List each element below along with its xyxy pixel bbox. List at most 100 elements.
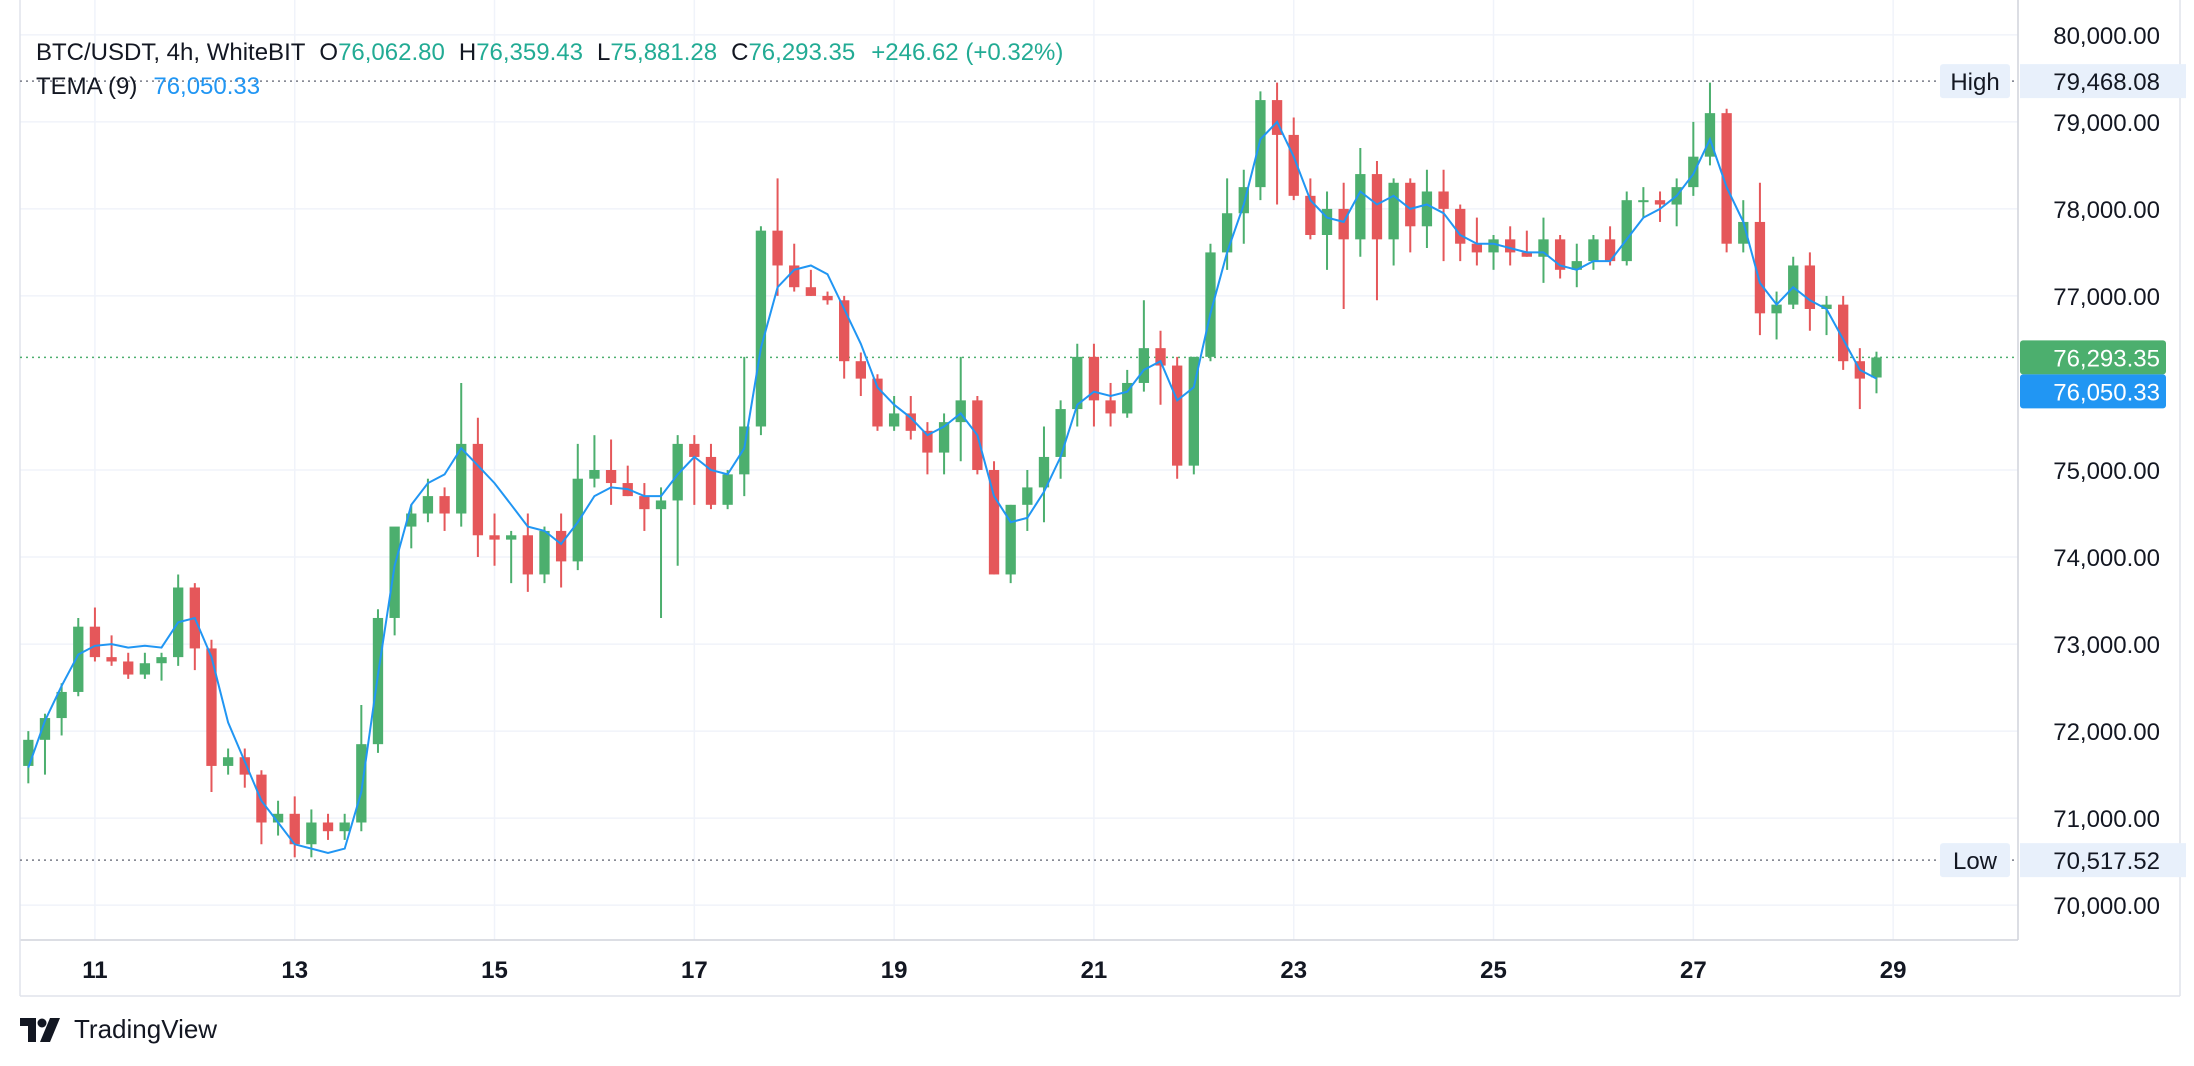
candle-body [239, 757, 250, 775]
tradingview-logo-icon [20, 1017, 62, 1042]
low-label: L [596, 39, 611, 66]
high-label: High [1950, 69, 1999, 96]
candle-body [1338, 208, 1349, 240]
candle-body [655, 500, 667, 510]
candle-body [1005, 504, 1016, 575]
low-value: 75,881.28 [610, 39, 718, 66]
candle-body [905, 413, 916, 431]
candle-body [705, 456, 717, 505]
candle-body [755, 230, 767, 427]
candle-body [23, 739, 34, 766]
candle-body [1405, 182, 1416, 227]
candle-body [1022, 487, 1033, 505]
candle-body [106, 657, 117, 662]
y-tick-label: 70,000.00 [2053, 893, 2160, 920]
candle-body [489, 535, 500, 540]
y-tick-label: 75,000.00 [2053, 458, 2160, 485]
candle-body [222, 757, 234, 766]
candle-body [1721, 113, 1732, 244]
candle-body [206, 648, 217, 766]
indicator-name: TEMA (9) [36, 73, 138, 100]
y-tick-label: 78,000.00 [2053, 197, 2160, 224]
candle-body [1654, 200, 1666, 205]
candle-body [56, 691, 67, 719]
low-label-bg [1940, 843, 2010, 878]
candle-body [855, 361, 866, 379]
candle-body [139, 663, 151, 675]
candle-body [1188, 356, 1199, 466]
candle-body [938, 422, 950, 453]
candle-body [805, 287, 817, 296]
candle-body [1138, 348, 1150, 383]
candle-body [1055, 409, 1066, 457]
candle-body [1521, 252, 1532, 257]
close-label: C [731, 39, 749, 66]
x-tick-label: 13 [281, 957, 308, 984]
indicator-legend-row[interactable]: TEMA (9) 76,050.33 [36, 70, 1063, 104]
candle-body [1288, 134, 1299, 196]
y-tick-label: 77,000.00 [2053, 284, 2160, 311]
high-label-bg [1940, 64, 2010, 99]
x-tick-label: 21 [1081, 957, 1108, 984]
candle-body [289, 813, 300, 845]
candle-body [506, 535, 517, 540]
candle-body [1571, 261, 1582, 270]
high-value: 79,468.08 [2053, 69, 2160, 96]
open-label: O [319, 39, 339, 66]
low-label: Low [1953, 848, 1998, 875]
last-price-tag: 76,293.35 [2053, 345, 2160, 372]
candle-body [572, 478, 583, 562]
candle-body [73, 626, 84, 692]
candle-body [988, 470, 1000, 575]
candle-body [1588, 239, 1599, 262]
indicator-value: 76,050.33 [153, 73, 261, 100]
candle-body [922, 430, 933, 453]
high-value: 76,359.43 [476, 39, 583, 66]
tema-line [27, 120, 1877, 855]
price-legend-row: BTC/USDT, 4h, WhiteBIT O 76,062.80 H 76,35… [36, 36, 1063, 70]
candle-body [1738, 221, 1749, 244]
candle-body [772, 230, 783, 266]
candle-body [389, 526, 400, 618]
y-tick-label: 73,000.00 [2053, 632, 2160, 659]
candle-body [1421, 191, 1433, 227]
candle-body [539, 530, 550, 575]
candle-body [1172, 365, 1183, 466]
candle-body [1438, 191, 1449, 209]
candle-body [456, 443, 467, 514]
candle-body [1271, 100, 1283, 135]
candle-body [1704, 113, 1716, 157]
candle-body [1238, 187, 1249, 214]
candle-body [1638, 200, 1649, 203]
candle-body [589, 470, 600, 479]
candle-body [1321, 208, 1333, 235]
candle-body [1604, 239, 1616, 262]
candle-body [1821, 304, 1832, 309]
y-tick-label: 72,000.00 [2053, 719, 2160, 746]
x-tick-label: 15 [481, 957, 508, 984]
candle-body [1255, 100, 1266, 188]
y-tick-label: 71,000.00 [2053, 806, 2160, 833]
high-label: H [458, 39, 477, 66]
candle-body [739, 426, 750, 475]
tradingview-brand[interactable]: TradingView [20, 1014, 217, 1045]
candle-body [1105, 400, 1116, 414]
candle-body [1838, 304, 1849, 362]
candle-body [123, 661, 134, 675]
candle-body [1088, 356, 1100, 401]
candle-body [839, 300, 850, 362]
candle-body [1205, 252, 1216, 357]
candle-body [39, 718, 51, 740]
high-value-bg [2020, 64, 2186, 99]
low-value: 70,517.52 [2053, 848, 2160, 875]
last-price-tag-bg [2020, 340, 2166, 375]
symbol-label[interactable]: BTC/USDT, 4h, WhiteBIT [36, 39, 306, 66]
candle-body [1155, 348, 1166, 366]
candle-body [1538, 239, 1549, 257]
candle-body [1471, 243, 1483, 253]
candle-body [1038, 456, 1050, 488]
candle-body [1754, 221, 1766, 314]
candle-body [306, 822, 317, 845]
candle-body [789, 265, 800, 288]
